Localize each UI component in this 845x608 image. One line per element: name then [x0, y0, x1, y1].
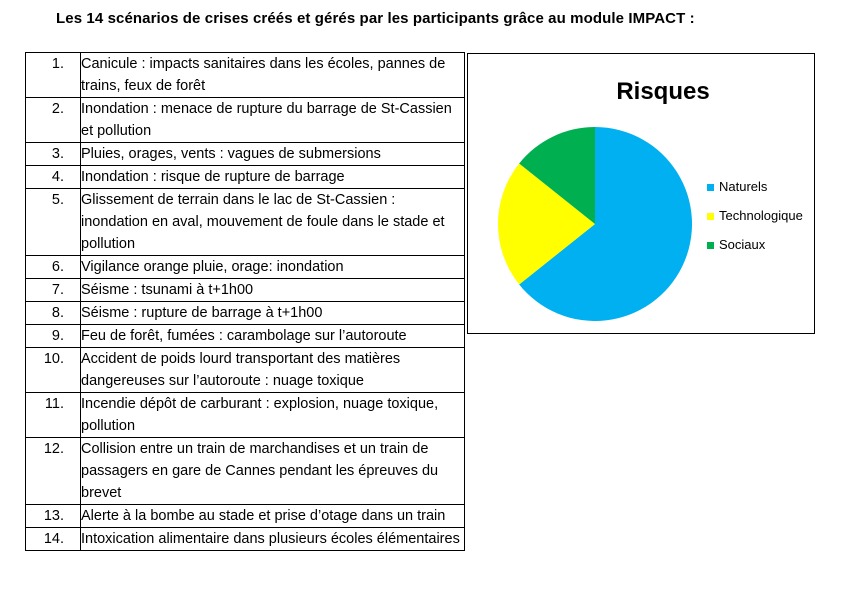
scenario-text: Incendie dépôt de carburant : explosion,…	[80, 392, 465, 438]
scenario-text: Séisme : tsunami à t+1h00	[80, 278, 465, 302]
scenario-row: 10. Accident de poids lourd transportant …	[25, 347, 465, 393]
scenario-row: 2. Inondation : menace de rupture du barr…	[25, 97, 465, 143]
scenario-row: 3. Pluies, orages, vents : vagues de subm…	[25, 142, 465, 166]
scenario-number: 13.	[25, 504, 81, 528]
scenario-text: Canicule : impacts sanitaires dans les é…	[80, 52, 465, 98]
legend-swatch	[707, 242, 714, 249]
legend-label: Sociaux	[719, 237, 766, 252]
pie-chart-svg: Risques Naturels Technologique Sociaux	[498, 78, 803, 321]
scenarios-table: 1. Canicule : impacts sanitaires dans les…	[25, 52, 465, 551]
chart-title: Risques	[616, 78, 709, 105]
pie-slice-naturels	[519, 127, 692, 321]
scenario-number: 12.	[25, 437, 81, 505]
scenario-row: 12. Collision entre un train de marchandi…	[25, 437, 465, 505]
scenario-number: 9.	[25, 324, 81, 348]
scenario-number: 11.	[25, 392, 81, 438]
scenario-text: Collision entre un train de marchandises…	[80, 437, 465, 505]
page-heading: Les 14 scénarios de crises créés et géré…	[56, 10, 695, 27]
scenario-number: 6.	[25, 255, 81, 279]
pie-slice-sociaux	[519, 127, 595, 224]
scenario-number: 14.	[25, 527, 81, 551]
scenario-row: 9. Feu de forêt, fumées : carambolage sur…	[25, 324, 465, 348]
scenario-row: 6. Vigilance orange pluie, orage: inondat…	[25, 255, 465, 279]
scenario-text: Feu de forêt, fumées : carambolage sur l…	[80, 324, 465, 348]
scenario-number: 7.	[25, 278, 81, 302]
scenario-number: 4.	[25, 165, 81, 189]
scenario-number: 10.	[25, 347, 81, 393]
scenario-text: Inondation : menace de rupture du barrag…	[80, 97, 465, 143]
scenario-row: 1. Canicule : impacts sanitaires dans les…	[25, 52, 465, 98]
scenario-row: 11. Incendie dépôt de carburant : explosi…	[25, 392, 465, 438]
scenario-text: Intoxication alimentaire dans plusieurs …	[80, 527, 465, 551]
scenario-row: 8. Séisme : rupture de barrage à t+1h00	[25, 301, 465, 325]
scenario-row: 14. Intoxication alimentaire dans plusieu…	[25, 527, 465, 551]
scenario-row: 5. Glissement de terrain dans le lac de S…	[25, 188, 465, 256]
scenario-text: Glissement de terrain dans le lac de St-…	[80, 188, 465, 256]
scenario-number: 5.	[25, 188, 81, 256]
legend-label: Technologique	[719, 208, 803, 223]
scenario-text: Inondation : risque de rupture de barrag…	[80, 165, 465, 189]
scenario-number: 1.	[25, 52, 81, 98]
risk-pie-chart: Risques Naturels Technologique Sociaux	[467, 53, 815, 334]
legend-label: Naturels	[719, 179, 768, 194]
scenario-text: Séisme : rupture de barrage à t+1h00	[80, 301, 465, 325]
scenario-row: 13. Alerte à la bombe au stade et prise d…	[25, 504, 465, 528]
scenario-number: 2.	[25, 97, 81, 143]
scenario-number: 3.	[25, 142, 81, 166]
legend-swatch	[707, 213, 714, 220]
scenario-text: Pluies, orages, vents : vagues de submer…	[80, 142, 465, 166]
pie-slice-technologique	[498, 163, 595, 285]
scenario-text: Alerte à la bombe au stade et prise d’ot…	[80, 504, 465, 528]
scenario-row: 4. Inondation : risque de rupture de barr…	[25, 165, 465, 189]
scenario-row: 7. Séisme : tsunami à t+1h00	[25, 278, 465, 302]
legend-swatch	[707, 184, 714, 191]
scenario-text: Vigilance orange pluie, orage: inondatio…	[80, 255, 465, 279]
scenario-text: Accident de poids lourd transportant des…	[80, 347, 465, 393]
scenario-number: 8.	[25, 301, 81, 325]
